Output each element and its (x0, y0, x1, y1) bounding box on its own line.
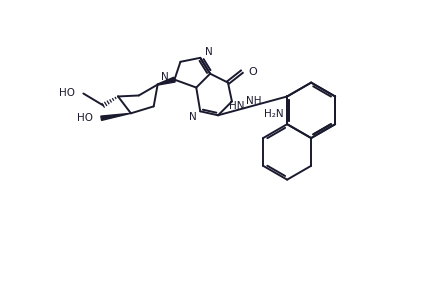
Text: NH: NH (246, 97, 261, 106)
Text: N: N (205, 47, 213, 57)
Text: HO: HO (60, 88, 75, 99)
Text: HN: HN (229, 101, 245, 111)
Text: O: O (249, 67, 258, 77)
Text: HO: HO (77, 113, 93, 123)
Polygon shape (101, 113, 131, 121)
Text: H₂N: H₂N (263, 109, 283, 119)
Text: N: N (161, 72, 168, 82)
Polygon shape (158, 77, 175, 85)
Text: N: N (189, 112, 196, 122)
